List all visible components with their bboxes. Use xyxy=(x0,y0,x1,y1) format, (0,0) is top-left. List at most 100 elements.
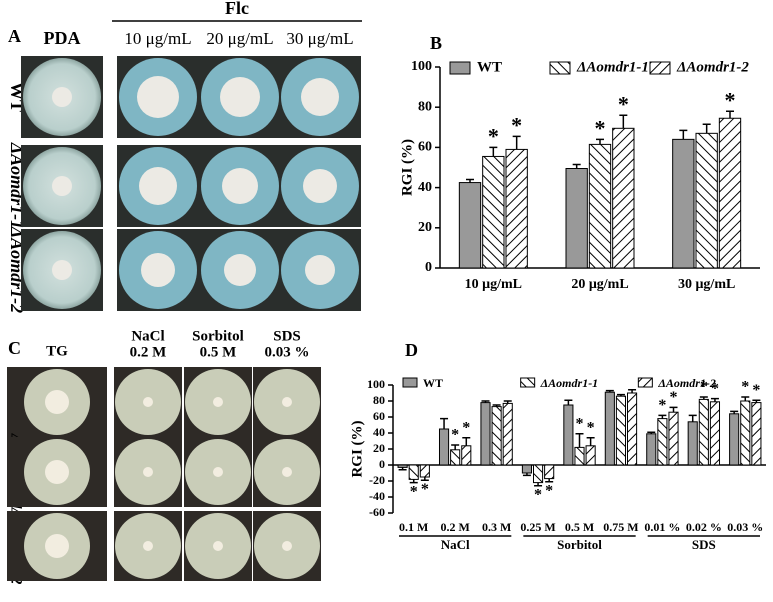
y-tick-label: -40 xyxy=(369,489,385,503)
legend-label: WT xyxy=(477,59,502,75)
colony xyxy=(45,534,69,558)
colony xyxy=(137,76,179,118)
legend-label: ΔAomdr1-2 xyxy=(657,376,716,390)
bar xyxy=(458,182,482,269)
column-label: 30 μg/mL xyxy=(286,29,353,48)
error-bar xyxy=(628,389,637,393)
bar xyxy=(687,421,698,466)
significance: * xyxy=(741,379,749,396)
y-tick-label: 80 xyxy=(373,393,385,407)
legend-label: ΔAomdr1-1 xyxy=(576,59,649,75)
error-bar xyxy=(741,396,750,401)
colony xyxy=(45,460,69,484)
column-label: TG xyxy=(46,343,68,359)
colony xyxy=(139,167,177,205)
significance: * xyxy=(595,115,606,140)
bar xyxy=(657,418,668,466)
bar xyxy=(563,404,574,466)
error-bar xyxy=(440,417,449,429)
colony xyxy=(143,397,153,407)
colony xyxy=(52,260,72,280)
colony xyxy=(141,253,175,287)
error-bar xyxy=(572,163,581,169)
x-tick-label: 0.25 M xyxy=(520,520,555,534)
panel-label: A xyxy=(8,26,21,46)
colony xyxy=(52,176,72,196)
colony xyxy=(303,169,337,203)
error-bar xyxy=(398,467,407,471)
significance: * xyxy=(700,379,708,396)
error-bar xyxy=(619,114,628,129)
column-label: SDS xyxy=(273,328,301,344)
error-bar xyxy=(409,479,418,484)
x-tick-label: 20 μg/mL xyxy=(571,277,628,292)
column-label: 0.2 M xyxy=(130,344,167,360)
significance: * xyxy=(462,419,470,436)
error-bar xyxy=(726,110,734,119)
error-bar xyxy=(492,404,501,407)
column-label: 0.5 M xyxy=(200,344,237,360)
bar xyxy=(544,464,555,480)
x-tick-label: 0.01 % xyxy=(644,520,680,534)
bar xyxy=(419,464,430,478)
error-bar xyxy=(702,123,711,134)
colony xyxy=(305,255,335,285)
y-tick-label: 0 xyxy=(379,457,385,471)
panel-label: B xyxy=(430,33,442,53)
y-axis-label: RGI (%) xyxy=(399,139,415,196)
colony xyxy=(222,168,258,204)
y-tick-label: 20 xyxy=(373,441,385,455)
error-bar xyxy=(466,178,474,183)
bar xyxy=(502,402,513,466)
error-bar xyxy=(522,473,531,477)
bar xyxy=(461,445,472,466)
x-tick-label: 0.1 M xyxy=(399,520,428,534)
significance: * xyxy=(725,87,736,112)
error-bar xyxy=(462,437,471,446)
bar xyxy=(604,391,615,466)
group-label: Flc xyxy=(225,0,249,18)
significance: * xyxy=(511,112,522,137)
significance: * xyxy=(711,380,719,397)
panel-label: D xyxy=(405,340,418,360)
error-bar xyxy=(647,431,656,434)
error-bar xyxy=(605,389,614,393)
y-tick-label: 20 xyxy=(418,220,432,235)
legend-swatch xyxy=(520,377,536,388)
bar xyxy=(698,398,709,466)
y-axis-label: RGI (%) xyxy=(349,420,365,477)
bar xyxy=(751,402,762,466)
error-bar xyxy=(752,399,761,403)
error-bar xyxy=(420,477,429,481)
bar xyxy=(397,464,408,468)
x-tick-label: 0.03 % xyxy=(727,520,763,534)
x-tick-label: 0.3 M xyxy=(482,520,511,534)
bar xyxy=(491,406,502,466)
colony xyxy=(213,397,223,407)
bar xyxy=(709,401,721,466)
bar xyxy=(450,449,461,466)
bar xyxy=(532,464,544,484)
y-tick-label: 60 xyxy=(373,409,385,423)
significance: * xyxy=(488,123,499,148)
significance: * xyxy=(670,389,678,406)
column-label: Sorbitol xyxy=(192,328,244,344)
legend-swatch xyxy=(649,61,671,75)
error-bar xyxy=(688,414,697,422)
bar xyxy=(438,428,450,466)
significance: * xyxy=(534,486,542,503)
legend-swatch xyxy=(549,61,571,75)
error-bar xyxy=(596,138,604,145)
significance: * xyxy=(410,483,418,500)
colony xyxy=(301,78,339,116)
bar xyxy=(521,464,532,474)
colony xyxy=(213,467,223,477)
error-bar xyxy=(564,399,573,405)
bar xyxy=(646,433,657,466)
error-bar xyxy=(481,400,490,403)
x-tick-label: 10 μg/mL xyxy=(465,277,522,292)
panel-label: C xyxy=(8,338,21,358)
significance: * xyxy=(451,427,459,444)
colony xyxy=(52,87,72,107)
x-tick-label: 0.2 M xyxy=(441,520,470,534)
